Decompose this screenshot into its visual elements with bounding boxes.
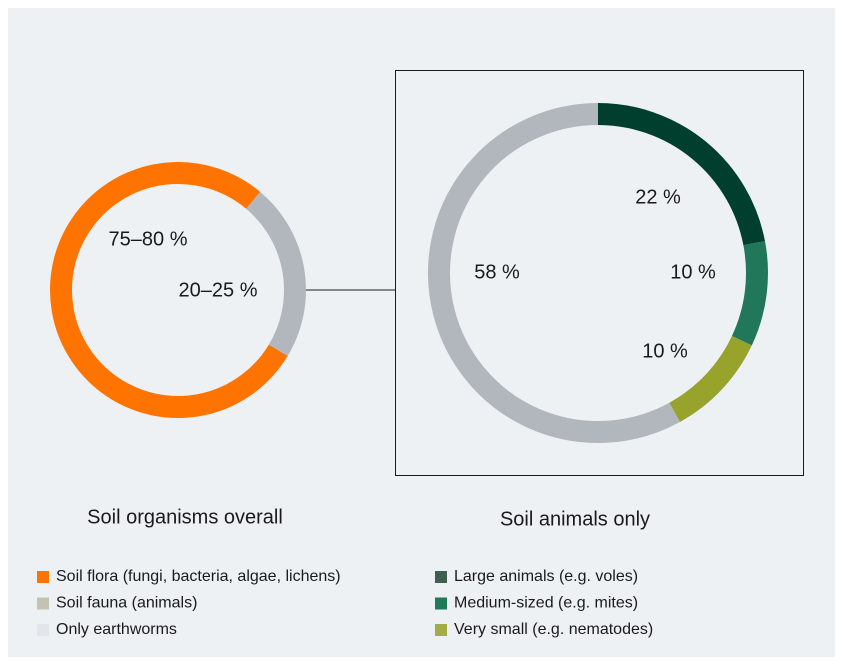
- legend-swatch: [37, 624, 49, 636]
- legend-swatch: [37, 571, 49, 583]
- legend-text: Medium-sized (e.g. mites): [454, 595, 638, 612]
- segment-label: 22 %: [635, 186, 681, 208]
- legend-swatch: [435, 597, 447, 610]
- zoom-box: [395, 70, 804, 476]
- segment-label: 75–80 %: [109, 228, 188, 250]
- legend-swatch: [435, 624, 447, 636]
- chart-title: Soil animals only: [500, 508, 650, 530]
- donut-segment: [597, 103, 765, 246]
- segment-label: 10 %: [670, 261, 716, 283]
- donut-segment: [50, 162, 288, 418]
- segment-label: 58 %: [474, 261, 520, 283]
- donut-segment: [669, 335, 752, 422]
- legend-swatch: [37, 597, 49, 610]
- legend-text: Soil fauna (animals): [56, 595, 197, 612]
- segment-label: 20–25 %: [179, 279, 258, 301]
- background: [8, 8, 835, 657]
- legend-text: Soil flora (fungi, bacteria, algae, lich…: [56, 568, 341, 585]
- legend-text: Large animals (e.g. voles): [454, 568, 638, 585]
- segment-label: 10 %: [642, 340, 688, 362]
- legend-text: Only earthworms: [56, 621, 177, 638]
- donut-segment: [731, 241, 768, 346]
- donut-segment: [428, 103, 680, 443]
- chart-title: Soil organisms overall: [87, 506, 283, 528]
- legend-text: Very small (e.g. nematodes): [454, 621, 653, 638]
- legend-swatch: [435, 571, 447, 583]
- donut-segment: [245, 191, 306, 356]
